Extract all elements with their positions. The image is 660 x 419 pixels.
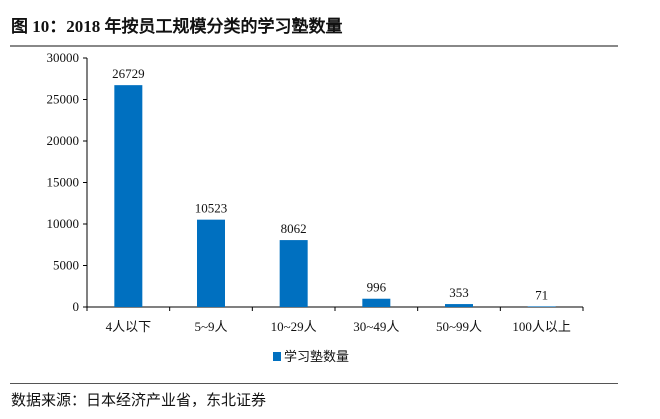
x-tick-label: 4人以下 <box>106 319 152 334</box>
y-tick-label: 25000 <box>47 92 80 107</box>
data-label: 996 <box>367 280 387 295</box>
bar-2 <box>279 240 308 307</box>
y-tick-label: 10000 <box>47 216 80 231</box>
legend-label: 学习塾数量 <box>284 349 349 364</box>
x-tick-label: 5~9人 <box>194 319 227 334</box>
data-label: 10523 <box>195 201 228 216</box>
figure-title: 图 10：2018 年按员工规模分类的学习塾数量 <box>11 17 343 36</box>
x-tick-label: 50~99人 <box>436 319 482 334</box>
x-tick-label: 30~49人 <box>353 319 399 334</box>
x-tick-label: 10~29人 <box>271 319 317 334</box>
x-tick-label: 100人以上 <box>512 319 571 334</box>
bar-0 <box>114 85 143 308</box>
y-tick-label: 20000 <box>47 133 80 148</box>
y-tick-label: 15000 <box>47 175 80 190</box>
bar-1 <box>197 219 225 307</box>
bar-4 <box>445 304 473 307</box>
bar-5 <box>527 306 556 307</box>
data-label: 26729 <box>112 66 145 81</box>
y-tick-label: 30000 <box>47 50 80 65</box>
bar-3 <box>362 298 391 307</box>
data-label: 353 <box>449 285 469 300</box>
data-label: 8062 <box>281 221 307 236</box>
data-label: 71 <box>535 287 548 302</box>
source-divider <box>10 383 618 384</box>
source-note: 数据来源：日本经济产业省，东北证券 <box>11 393 267 409</box>
title-divider <box>10 45 618 47</box>
legend-swatch <box>273 352 281 361</box>
y-tick-label: 0 <box>73 299 80 314</box>
y-tick-label: 5000 <box>53 258 79 273</box>
